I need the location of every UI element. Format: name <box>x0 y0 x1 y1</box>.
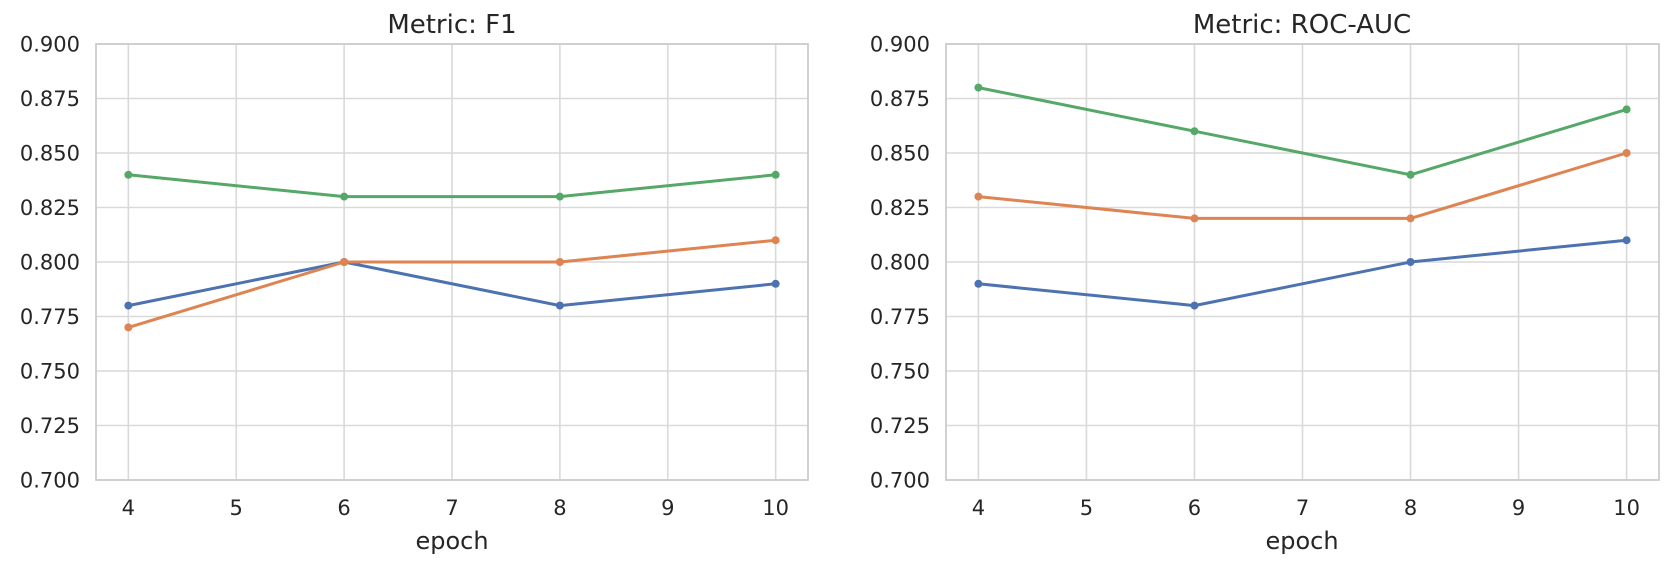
y-tick-label: 0.800 <box>870 251 930 275</box>
x-tick-label: 4 <box>122 496 135 520</box>
data-point-series-2 <box>124 323 133 332</box>
data-point-series-1 <box>124 301 133 310</box>
y-tick-label: 0.750 <box>870 360 930 384</box>
axes-spines <box>95 43 809 481</box>
data-line-series-1 <box>126 260 778 308</box>
y-tick-label: 0.900 <box>20 33 80 57</box>
f1-plot: 0.700 0.725 0.750 0.775 0.800 0.825 0.850 0.875… <box>20 10 809 555</box>
data-point-series-2 <box>1406 214 1415 223</box>
y-tick-label: 0.875 <box>870 87 930 111</box>
x-tick-label: 4 <box>972 496 985 520</box>
data-point-series-1 <box>771 279 780 288</box>
x-tick-label: 8 <box>553 496 566 520</box>
y-tick-label: 0.825 <box>20 196 80 220</box>
f1-chart: 0.700 0.725 0.750 0.775 0.800 0.825 0.850 0.875… <box>0 0 836 565</box>
data-point-series-1 <box>555 301 564 310</box>
data-point-series-2 <box>340 258 349 266</box>
x-tick-label: 9 <box>1512 496 1525 520</box>
x-axis-label: epoch <box>415 527 488 555</box>
x-tick-label: 5 <box>1080 496 1093 520</box>
y-tick-label: 0.725 <box>20 414 80 438</box>
roc-auc-plot: 0.700 0.725 0.750 0.775 0.800 0.825 0.850 0.875… <box>870 10 1660 555</box>
data-point-series-2 <box>1190 214 1199 223</box>
x-tick-label: 6 <box>337 496 350 520</box>
data-point-series-3 <box>124 170 133 179</box>
data-line-series-1 <box>976 238 1629 308</box>
data-point-series-1 <box>1622 236 1631 245</box>
x-tick-label: 7 <box>445 496 458 520</box>
axes-spines <box>945 43 1660 481</box>
data-point-series-2 <box>771 236 780 245</box>
f1-plot-area: 0.700 0.725 0.750 0.775 0.800 0.825 0.850 0.875… <box>20 33 809 520</box>
y-tick-label: 0.850 <box>20 142 80 166</box>
y-tick-label: 0.850 <box>870 142 930 166</box>
x-tick-label: 9 <box>661 496 674 520</box>
data-point-series-3 <box>340 192 349 201</box>
x-tick-label: 5 <box>230 496 243 520</box>
data-line-series-3 <box>976 86 1629 177</box>
y-tick-label: 0.700 <box>870 469 930 493</box>
data-point-series-3 <box>771 170 780 179</box>
data-point-series-1 <box>1406 258 1415 266</box>
y-tick-label: 0.775 <box>20 305 80 329</box>
chart-title: Metric: F1 <box>387 10 516 40</box>
data-line-series-3 <box>126 173 778 199</box>
data-point-series-3 <box>1622 105 1631 114</box>
y-tick-label: 0.750 <box>20 360 80 384</box>
y-tick-label: 0.725 <box>870 414 930 438</box>
data-line-series-2 <box>976 151 1629 220</box>
data-point-series-1 <box>1190 301 1199 310</box>
y-tick-label: 0.775 <box>870 305 930 329</box>
x-tick-label: 6 <box>1188 496 1201 520</box>
y-tick-label: 0.900 <box>870 33 930 57</box>
y-tick-label: 0.825 <box>870 196 930 220</box>
y-tick-label: 0.700 <box>20 469 80 493</box>
roc-auc-plot-area: 0.700 0.725 0.750 0.775 0.800 0.825 0.850 0.875… <box>870 33 1660 520</box>
y-tick-label: 0.875 <box>20 87 80 111</box>
data-point-series-3 <box>1406 170 1415 179</box>
data-point-series-2 <box>555 258 564 266</box>
x-tick-label: 7 <box>1296 496 1309 520</box>
data-point-series-3 <box>1190 127 1199 136</box>
data-point-series-2 <box>1622 149 1631 157</box>
data-point-series-3 <box>974 83 983 92</box>
x-axis-label: epoch <box>1265 527 1338 555</box>
data-line-series-2 <box>126 238 778 329</box>
data-point-series-1 <box>974 279 983 288</box>
y-tick-label: 0.800 <box>20 251 80 275</box>
chart-title: Metric: ROC-AUC <box>1193 10 1411 40</box>
x-tick-label: 10 <box>762 496 789 520</box>
data-point-series-2 <box>974 192 983 201</box>
data-point-series-3 <box>555 192 564 201</box>
x-tick-label: 10 <box>1613 496 1640 520</box>
roc-auc-chart: 0.700 0.725 0.750 0.775 0.800 0.825 0.850 0.875… <box>836 0 1673 565</box>
x-tick-label: 8 <box>1404 496 1417 520</box>
